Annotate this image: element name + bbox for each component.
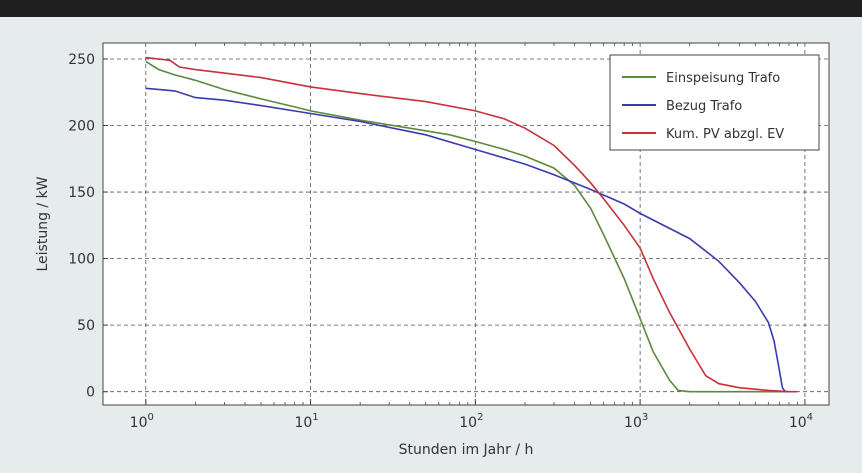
x-tick-base: 10	[789, 415, 807, 431]
x-tick-exponent: 2	[477, 412, 483, 423]
y-tick-label: 50	[77, 318, 95, 334]
y-tick-label: 0	[86, 385, 95, 401]
x-tick-label: 100	[130, 412, 154, 431]
x-tick-exponent: 1	[312, 412, 318, 423]
top-bar	[0, 0, 862, 17]
series-line-kum-pv-abzgl-ev	[145, 56, 798, 393]
x-axis: 100 101 102 103 104	[130, 43, 813, 431]
x-tick-label: 104	[789, 412, 813, 431]
series-group	[145, 56, 798, 393]
y-tick-label: 200	[68, 119, 95, 135]
legend-box	[609, 54, 820, 151]
x-tick-base: 10	[459, 415, 477, 431]
y-tick-label: 100	[68, 252, 95, 268]
legend-label: Bezug Trafo	[666, 99, 742, 114]
legend: Einspeisung Trafo Bezug Trafo Kum. PV abzg…	[609, 54, 820, 151]
x-tick-exponent: 0	[148, 412, 154, 423]
legend-label: Einspeisung Trafo	[666, 71, 780, 86]
x-tick-base: 10	[624, 415, 642, 431]
x-tick-label: 101	[294, 412, 318, 431]
y-tick-label: 150	[68, 185, 95, 201]
legend-label: Kum. PV abzgl. EV	[666, 127, 784, 142]
y-axis-title: Leistung / kW	[35, 176, 51, 271]
series-line-bezug-trafo	[145, 87, 789, 393]
x-tick-label: 103	[624, 412, 648, 431]
x-axis-title: Stunden im Jahr / h	[399, 442, 534, 458]
x-tick-base: 10	[294, 415, 312, 431]
y-axis: 0 50 100 150 200 250	[68, 52, 108, 401]
x-tick-exponent: 3	[642, 412, 648, 423]
x-tick-label: 102	[459, 412, 483, 431]
series-line-einspeisung-trafo	[145, 60, 785, 393]
x-tick-exponent: 4	[807, 412, 813, 423]
y-tick-label: 250	[68, 52, 95, 68]
x-tick-base: 10	[130, 415, 148, 431]
